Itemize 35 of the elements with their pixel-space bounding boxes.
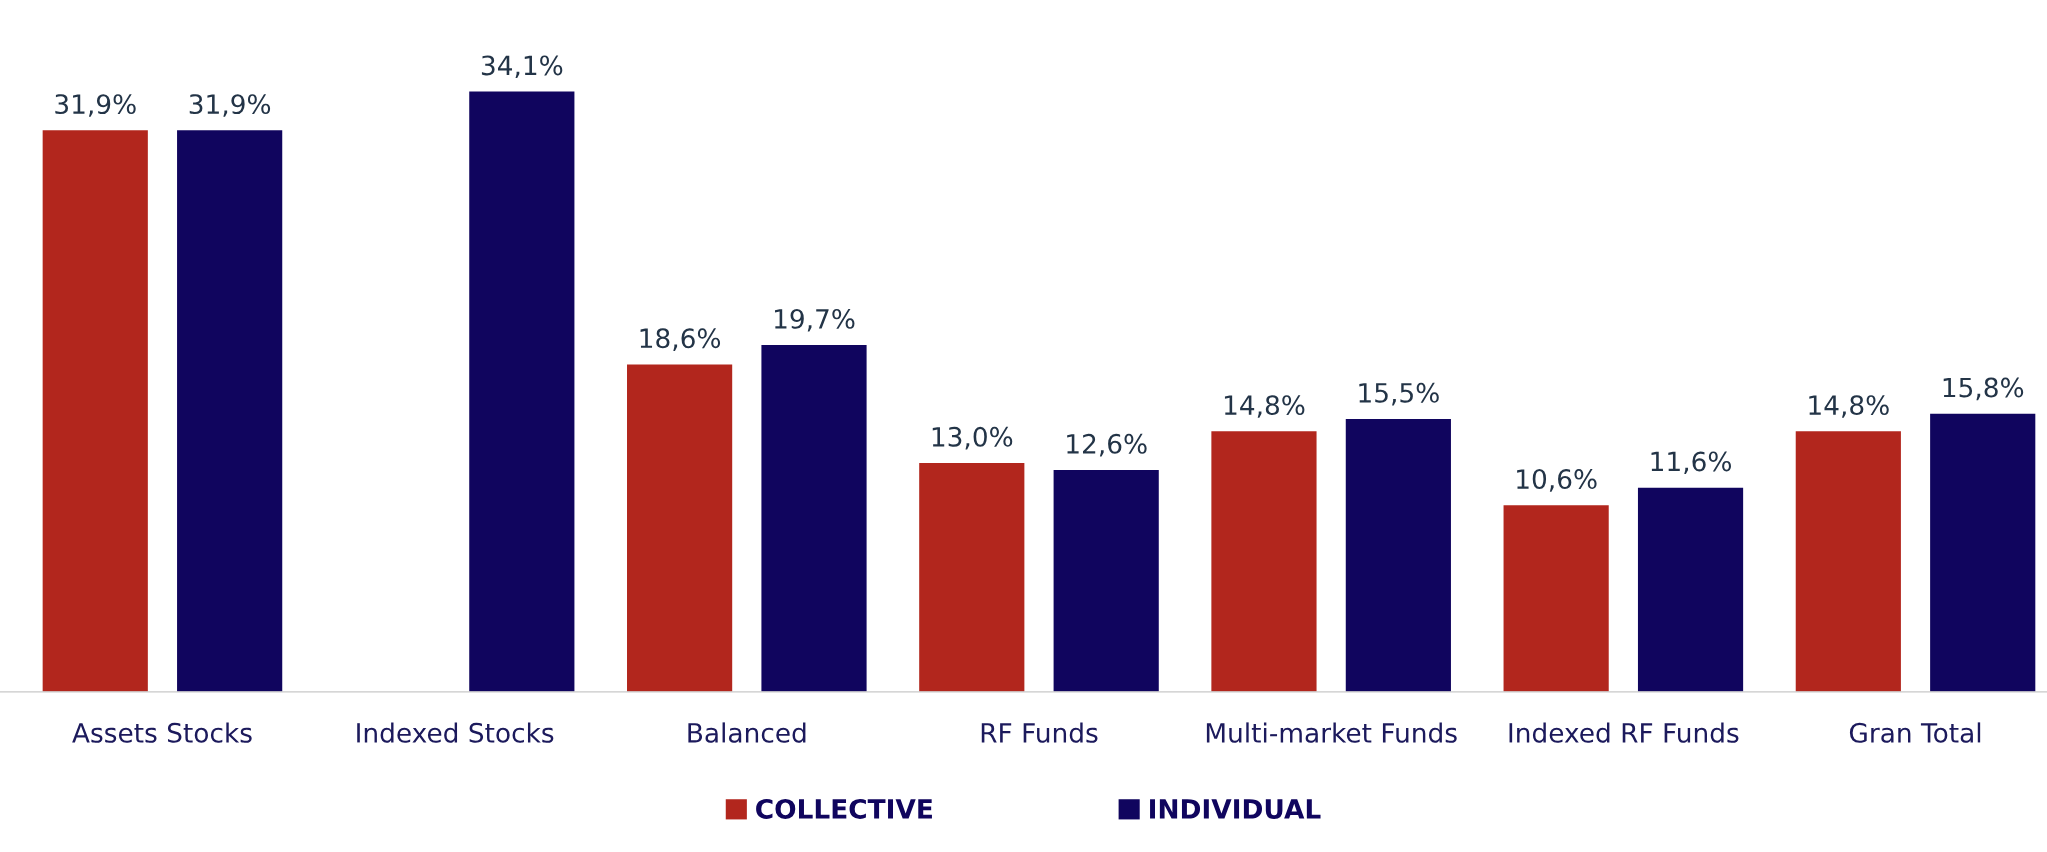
data-label: 15,8% xyxy=(1943,377,2024,401)
bar xyxy=(177,130,283,692)
data-label: 15,5% xyxy=(1359,382,1439,406)
legend-label: INDIVIDUAL xyxy=(1150,799,1321,819)
data-label: 31,9% xyxy=(189,94,271,117)
bar xyxy=(919,463,1025,692)
x-tick-label: Indexed Stocks xyxy=(357,722,554,743)
data-label: 12,6% xyxy=(1067,433,1147,457)
data-label: 19,7% xyxy=(774,308,855,332)
x-tick-label: Balanced xyxy=(688,722,806,743)
bar xyxy=(1930,413,2036,692)
x-tick-label: Assets Stocks xyxy=(72,722,252,743)
bar xyxy=(761,345,867,692)
legend-label: COLLECTIVE xyxy=(756,798,932,819)
bar xyxy=(42,130,148,692)
bar xyxy=(1637,487,1744,692)
bar xyxy=(627,364,733,692)
data-label: 31,9% xyxy=(55,94,136,117)
x-tick-label: RF Funds xyxy=(981,722,1098,743)
data-label: 14,8% xyxy=(1224,395,1305,418)
data-label: 18,6% xyxy=(640,328,721,351)
x-tick-label: Indexed RF Funds xyxy=(1509,722,1739,743)
data-label: 14,8% xyxy=(1809,395,1889,418)
bar xyxy=(469,91,575,692)
data-label: 34,1% xyxy=(481,55,563,79)
x-tick-label: Gran Total xyxy=(1849,722,1981,743)
bar xyxy=(1345,419,1451,692)
data-label: 13,0% xyxy=(932,426,1013,450)
bar xyxy=(1795,431,1901,692)
bar xyxy=(1211,431,1317,692)
bar xyxy=(1503,505,1609,692)
x-tick-label: Multi-market Funds xyxy=(1206,722,1457,743)
data-label: 11,6% xyxy=(1651,451,1731,475)
bar xyxy=(1053,470,1159,692)
data-label: 10,6% xyxy=(1517,469,1597,492)
